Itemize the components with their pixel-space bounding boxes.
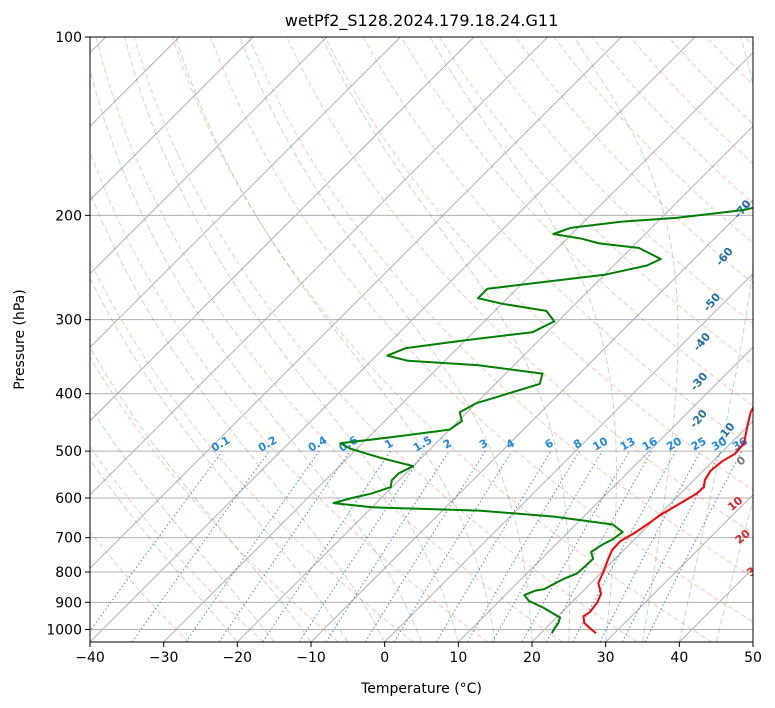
moist-adiabat	[124, 37, 459, 642]
moist-adiabat	[90, 458, 238, 642]
isotherm-gridline	[605, 493, 753, 642]
dry-adiabat	[90, 531, 190, 642]
x-tick-label: 10	[449, 650, 467, 666]
x-tick-label: −20	[223, 650, 253, 666]
y-tick-label: 700	[55, 531, 82, 547]
dry-adiabat	[133, 37, 638, 642]
isotherm-gridline	[236, 125, 753, 642]
grid-layer	[90, 37, 753, 642]
moist-adiabat	[429, 37, 617, 642]
moist-adiabat	[90, 190, 386, 642]
mixing-ratio-line	[572, 450, 677, 642]
moist-adiabat	[573, 37, 679, 642]
dry-adiabat	[90, 445, 264, 642]
y-tick-label: 1000	[46, 622, 82, 638]
dry-adiabat	[90, 259, 414, 642]
dry-adiabat	[90, 150, 488, 642]
dry-adiabat	[324, 37, 753, 491]
x-axis-label: Temperature (°C)	[360, 681, 482, 697]
mixing-ratio-line	[185, 450, 320, 642]
isotherm-gridline	[90, 37, 254, 201]
y-tick-label: 500	[55, 444, 82, 460]
y-tick-label: 400	[55, 387, 82, 403]
series-layer	[332, 206, 753, 635]
isotherm-gridline	[531, 420, 753, 642]
y-tick-label: 800	[55, 565, 82, 581]
isotherm-gridline	[310, 199, 753, 642]
isotherm-gridline	[90, 37, 475, 422]
mixing-ratio-line	[298, 450, 425, 642]
moist-adiabat	[239, 37, 533, 642]
mixing-ratio-line	[131, 450, 270, 642]
y-tick-label: 600	[55, 491, 82, 507]
y-axis: 100 200 300 400 500 600 700 800 900 1000	[46, 30, 90, 638]
moist-adiabat	[90, 67, 422, 642]
mixing-ratio-line	[90, 450, 223, 632]
dry-adiabat	[438, 37, 753, 366]
x-tick-label: 0	[380, 650, 389, 666]
x-tick-label: 40	[670, 650, 688, 666]
plot-frame	[89, 36, 754, 643]
dry-adiabat	[400, 37, 753, 407]
x-tick-label: −10	[296, 650, 326, 666]
x-tick-label: −30	[149, 650, 179, 666]
dry-adiabat	[515, 37, 753, 284]
dry-adiabat	[90, 356, 339, 642]
x-tick-label: −40	[75, 650, 105, 666]
dry-adiabat	[171, 37, 712, 642]
isotherm-gridline	[90, 37, 622, 570]
x-tick-label: 50	[744, 650, 762, 666]
moist-adiabat	[175, 37, 496, 642]
isotherm-gridline	[384, 272, 753, 642]
temperature-line	[582, 405, 753, 635]
dry-adiabat-label: -80	[747, 152, 770, 176]
moist-adiabat-label: 30	[744, 559, 764, 579]
chart-title: wetPf2_S128.2024.179.18.24.G11	[285, 11, 559, 31]
y-tick-label: 200	[55, 208, 82, 224]
x-tick-label: 20	[523, 650, 541, 666]
y-tick-label: 900	[55, 595, 82, 611]
dry-adiabat	[95, 37, 563, 642]
moist-adiabat	[90, 405, 275, 642]
dry-adiabat	[248, 37, 753, 578]
moist-adiabat	[678, 37, 753, 642]
isotherm-gridline	[90, 37, 328, 275]
moist-adiabat	[90, 346, 312, 642]
mixing-ratio-line	[262, 450, 392, 642]
mixing-ratio-line	[218, 450, 351, 642]
mixing-ratio-line	[325, 450, 450, 642]
moist-adiabat	[90, 277, 349, 642]
dry-adiabat	[210, 37, 753, 623]
x-tick-label: 30	[597, 650, 615, 666]
y-axis-label: Pressure (hPa)	[12, 289, 28, 389]
isotherm-gridline	[90, 37, 401, 349]
x-axis: −40 −30 −20 −10 0 10 20 30 40 50	[75, 642, 762, 666]
isotherm-gridline	[90, 37, 696, 642]
mixing-ratio-line	[644, 450, 743, 642]
dewpoint-line	[332, 206, 753, 634]
isotherm-gridline	[457, 346, 753, 642]
mixing-ratio-line	[521, 450, 630, 642]
mixing-ratio-line	[393, 450, 513, 642]
y-tick-label: 100	[55, 30, 82, 46]
isotherm-gridline	[90, 37, 549, 496]
y-tick-label: 300	[55, 313, 82, 329]
moist-adiabat	[321, 37, 571, 642]
